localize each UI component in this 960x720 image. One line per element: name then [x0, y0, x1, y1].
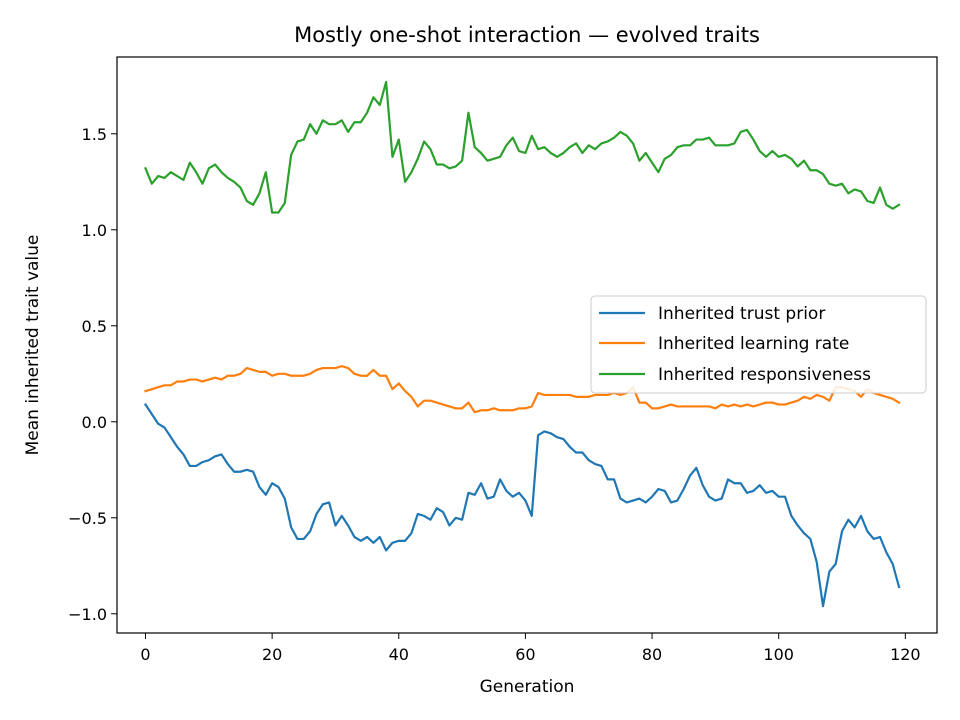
legend-label: Inherited responsiveness [658, 365, 871, 385]
plot-frame [116, 56, 938, 634]
y-tick-label: 0.5 [82, 317, 107, 336]
x-tick-label: 120 [890, 645, 921, 664]
series-layer [143, 80, 901, 608]
y-tick-label: −0.5 [68, 509, 107, 528]
series-line-2 [144, 80, 901, 214]
legend-entry-learning-rate: Inherited learning rate [599, 334, 849, 354]
x-axis: 0 20 40 60 80 100 120 [140, 633, 921, 664]
x-tick-label: 20 [262, 645, 282, 664]
y-axis-label: Mean inherited trait value [23, 235, 43, 456]
legend: Inherited trust prior Inherited learning… [590, 295, 927, 394]
y-tick-label: 1.5 [82, 125, 107, 144]
x-tick-label: 60 [515, 645, 535, 664]
x-tick-label: 100 [763, 645, 794, 664]
legend-label: Inherited learning rate [658, 334, 849, 354]
legend-entry-responsiveness: Inherited responsiveness [599, 365, 871, 385]
x-tick-label: 40 [389, 645, 409, 664]
y-axis: −1.0 −0.5 0.0 0.5 1.0 1.5 [68, 125, 117, 624]
series-line-0 [143, 402, 901, 608]
x-tick-label: 80 [642, 645, 662, 664]
chart-title: Mostly one-shot interaction — evolved tr… [294, 23, 760, 47]
x-tick-label: 0 [140, 645, 150, 664]
y-tick-label: −1.0 [68, 605, 107, 624]
legend-label: Inherited trust prior [658, 304, 825, 324]
x-axis-label: Generation [480, 677, 575, 697]
legend-entry-trust-prior: Inherited trust prior [599, 304, 825, 324]
y-tick-label: 1.0 [82, 221, 107, 240]
y-tick-label: 0.0 [82, 413, 107, 432]
series-line-1 [144, 365, 901, 414]
legend-box [590, 295, 927, 394]
